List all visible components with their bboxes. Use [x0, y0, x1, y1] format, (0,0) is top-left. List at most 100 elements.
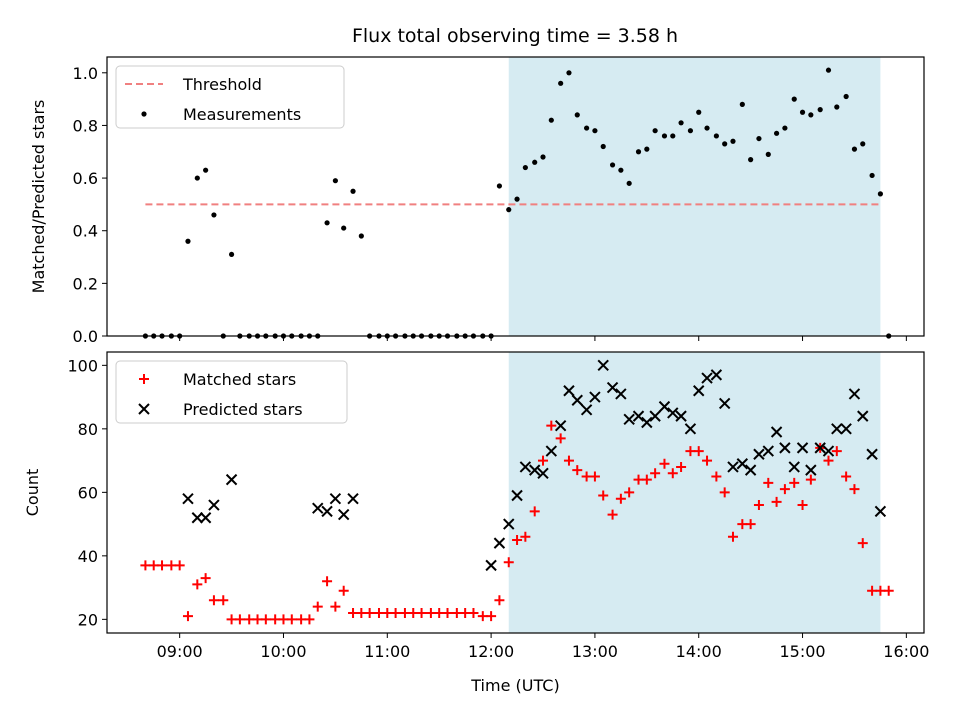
predicted-stars-point: [528, 464, 541, 476]
measurement-point: [185, 238, 191, 244]
matched-stars-point: [512, 534, 523, 545]
predicted-stars-point: [485, 559, 497, 572]
x-tick-label: 13:00: [572, 642, 618, 661]
legend-label: Matched stars: [183, 370, 296, 389]
matched-stars-point: [286, 614, 297, 625]
predicted-stars-point: [182, 492, 194, 505]
predicted-stars-point: [701, 372, 713, 384]
predicted-stars-point: [667, 407, 679, 419]
matched-stars-point: [416, 607, 427, 618]
matched-stars-point: [192, 579, 203, 590]
predicted-stars-point: [658, 400, 671, 413]
measurement-point: [773, 130, 780, 136]
predicted-stars-point: [563, 385, 575, 397]
matched-stars-point: [607, 509, 618, 520]
x-tick-label: 11:00: [364, 642, 410, 661]
measurement-point: [817, 107, 823, 113]
y-tick-label: 0.0: [73, 327, 98, 346]
measurement-point: [808, 112, 814, 118]
matched-stars-point: [849, 484, 860, 495]
predicted-stars-point: [693, 385, 705, 397]
measurement-point: [626, 180, 632, 186]
predicted-stars-point: [225, 473, 238, 486]
predicted-stars-point: [597, 359, 609, 372]
matched-stars-point: [624, 487, 635, 498]
predicted-stars-point: [848, 388, 861, 400]
top-y-axis-label: Matched/Predicted stars: [29, 100, 48, 294]
matched-stars-point: [200, 573, 211, 584]
measurement-point: [558, 80, 564, 86]
measurement-point: [834, 104, 840, 110]
measurement-point: [869, 172, 875, 179]
x-tick-label: 16:00: [883, 642, 929, 661]
bottom-legend: Matched stars Predicted stars: [115, 360, 348, 424]
matched-stars-point: [182, 611, 193, 622]
measurement-point: [522, 164, 528, 171]
matched-stars-point: [598, 490, 609, 501]
measurement-point: [600, 143, 606, 150]
measurement-point: [358, 233, 364, 239]
matched-stars-point: [667, 468, 678, 479]
matched-stars-point: [771, 496, 782, 507]
predicted-stars-point: [744, 464, 757, 476]
bottom-panel: 20 40 60 80 100 09:00 10:00 11:00 12:00 13:00 14:…: [23, 351, 929, 695]
measurement-point: [635, 149, 642, 155]
measurement-point: [739, 101, 745, 107]
predicted-stars-point: [571, 394, 583, 406]
measurement-point: [860, 141, 866, 147]
matched-stars-point: [555, 433, 566, 444]
measurement-point: [324, 220, 330, 226]
measurement-point: [670, 133, 676, 139]
predicted-stars-point: [606, 381, 619, 394]
measurement-point: [194, 175, 200, 181]
predicted-stars-point: [615, 388, 627, 400]
predicted-stars-point: [632, 410, 645, 422]
matched-stars-point: [563, 455, 574, 466]
x-tick-label: 14:00: [676, 642, 722, 661]
bottom-plot-marks: [140, 359, 894, 625]
predicted-stars-point: [537, 467, 549, 479]
predicted-stars-point: [649, 410, 661, 422]
matched-stars-point: [615, 493, 626, 504]
x-tick-label: 09:00: [157, 642, 203, 661]
top-legend: Threshold Measurements: [115, 65, 345, 129]
predicted-stars-point: [831, 423, 843, 435]
matched-stars-point: [304, 614, 315, 625]
predicted-stars-point: [503, 518, 515, 530]
matched-stars-point: [174, 560, 185, 571]
legend-label: Threshold: [182, 75, 262, 94]
matched-stars-point: [538, 455, 549, 466]
matched-stars-point: [520, 531, 531, 542]
matched-stars-point: [494, 595, 505, 606]
matched-stars-point: [883, 585, 894, 596]
predicted-stars-point: [710, 369, 723, 381]
predicted-stars-point: [191, 512, 204, 524]
y-tick-label: 40: [78, 547, 98, 566]
matched-stars-point: [157, 560, 168, 571]
matched-stars-point: [789, 477, 800, 488]
matched-stars-point: [702, 455, 713, 466]
measurement-point: [696, 109, 702, 115]
predicted-stars-point: [337, 508, 350, 521]
matched-stars-point: [727, 531, 738, 542]
legend-matched-swatch: [139, 374, 149, 384]
matched-stars-point: [330, 601, 341, 612]
measurement-point: [791, 96, 797, 102]
measurement-point: [851, 146, 858, 152]
matched-stars-point: [338, 585, 349, 596]
y-tick-label: 0.4: [73, 222, 98, 241]
matched-stars-point: [797, 500, 808, 511]
measurement-point: [332, 178, 338, 184]
y-tick-label: 1.0: [73, 64, 98, 83]
matched-stars-point: [763, 477, 774, 488]
predicted-stars-point: [493, 537, 506, 549]
predicted-stars-point: [623, 413, 635, 426]
measurement-point: [722, 141, 728, 147]
matched-stars-point: [486, 611, 497, 622]
matched-stars-point: [503, 557, 514, 568]
measurement-point: [566, 70, 572, 76]
matched-stars-point: [234, 614, 245, 625]
x-tick-label: 15:00: [779, 642, 825, 661]
measurement-point: [350, 188, 356, 194]
measurement-point: [496, 183, 503, 189]
